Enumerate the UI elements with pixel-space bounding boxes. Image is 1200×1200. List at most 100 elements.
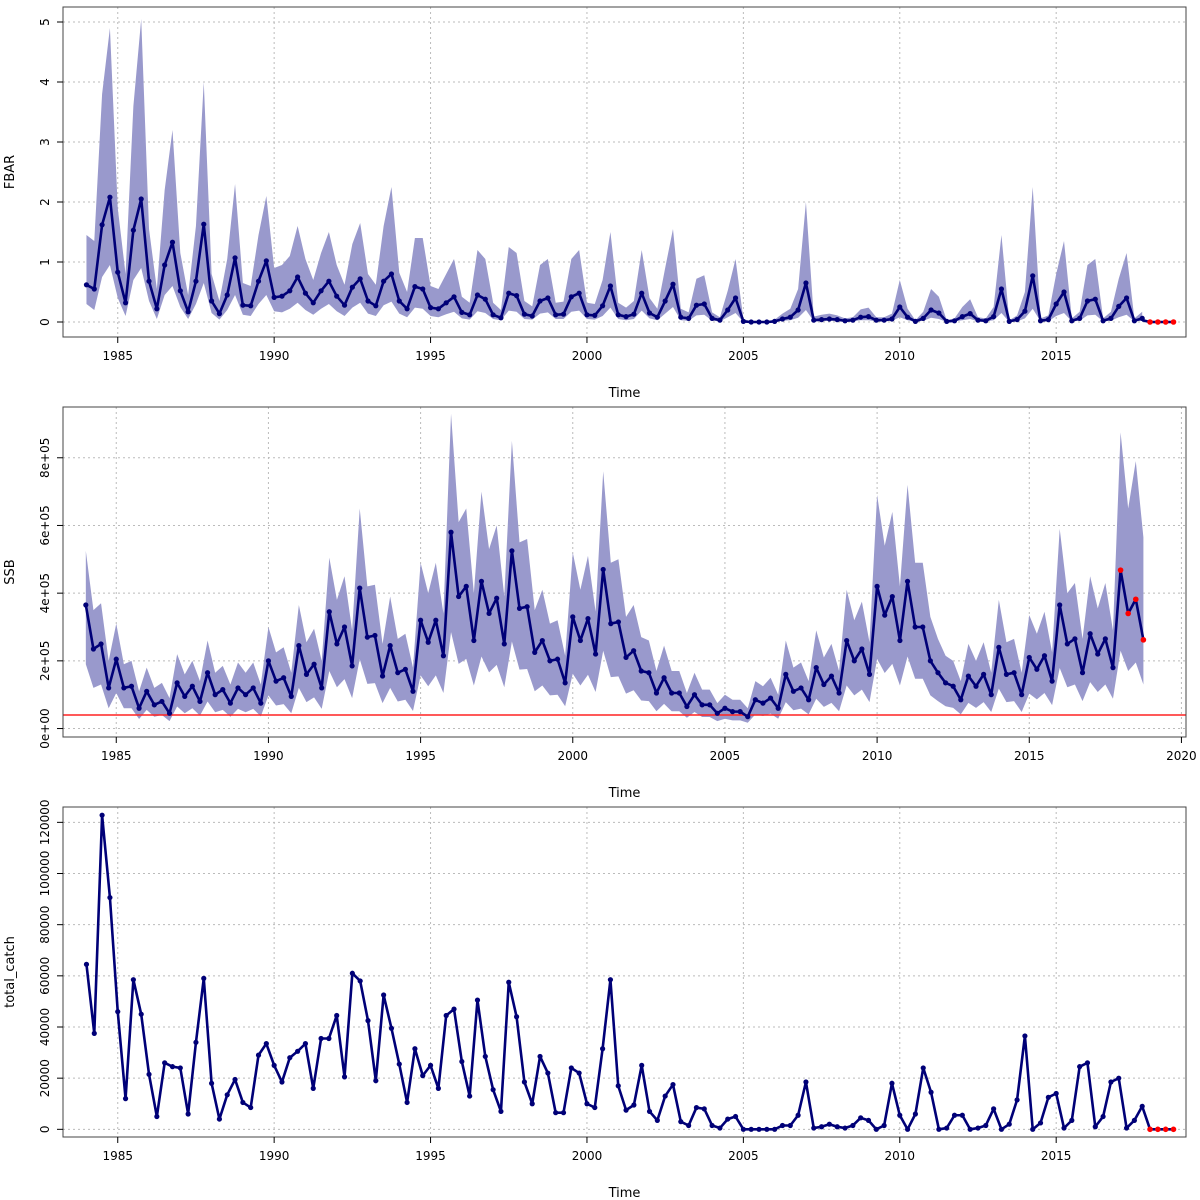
data-point [404,1099,410,1106]
data-point [341,624,348,630]
data-point [1030,1126,1036,1132]
data-point [897,1112,903,1118]
series-line-ssb [84,530,1115,718]
y-axis-label-total-catch: total_catch [3,936,18,1008]
data-point [936,1126,942,1132]
data-point [996,644,1002,650]
data-point [545,295,551,301]
data-point [212,692,218,698]
x-axis-label-fbar: Time [608,386,641,401]
data-point [803,280,809,286]
data-point [850,1122,856,1129]
data-point [240,1099,246,1106]
y-tick-label: 8e+05 [38,438,52,478]
data-point [1006,1121,1012,1127]
data-point [881,317,887,323]
data-point [537,298,543,304]
data-point [568,294,574,300]
data-point [889,316,895,322]
data-point [904,578,911,584]
projection-point [1162,319,1169,325]
data-point [106,685,112,691]
series-line-total-catch [85,813,1144,1131]
data-point [427,1062,434,1068]
x-tick-label: 2000 [572,1149,603,1163]
projection-point [1170,319,1177,325]
data-point [737,709,743,715]
data-point [760,700,766,706]
data-point [193,1039,199,1045]
data-point [279,293,285,299]
data-point [279,1079,285,1085]
data-point [638,668,644,674]
data-point [958,697,964,703]
data-point [144,688,150,694]
grid-total-catch [63,807,1186,1137]
y-tick-label: 100000 [38,851,52,897]
data-point [844,637,850,644]
data-point [1006,318,1012,324]
data-point [662,1093,668,1099]
data-point [162,1060,168,1066]
data-point [319,685,325,691]
data-point [709,315,715,321]
data-point [318,1035,324,1042]
data-point [204,670,211,676]
data-point [1069,1117,1075,1123]
points-ssb [83,529,1116,720]
data-point [185,309,191,315]
y-tick-label: 0 [38,318,52,326]
data-point [568,1065,574,1071]
projection-point [1132,596,1139,603]
data-point [1123,295,1130,301]
x-tick-label: 1985 [101,749,132,763]
data-point [740,1126,746,1132]
data-point [420,286,426,292]
data-point [263,258,269,264]
y-axis-label-ssb: SSB [3,559,18,584]
plot-frame-ssb [62,406,1187,738]
data-point [349,284,355,290]
data-point [615,619,622,625]
data-point [296,643,302,649]
projection-point [1155,319,1161,325]
data-point [729,709,736,715]
data-point [1087,631,1093,637]
data-point [646,1108,653,1115]
data-point [154,1113,160,1120]
data-point [490,312,496,318]
points-fbar [83,194,1145,325]
data-point [615,312,621,318]
data-point [717,317,723,323]
confidence-band-fbar [86,19,1143,322]
data-point [381,992,387,998]
data-point [623,314,629,320]
projection-point [1140,637,1147,643]
data-point [99,812,105,818]
data-point [1116,1075,1122,1081]
data-point [1030,273,1036,279]
data-point [623,1107,629,1113]
projection-points-fbar [1147,319,1177,325]
data-point [859,646,865,652]
data-point [471,637,477,644]
data-point [973,683,979,689]
data-point [935,670,941,676]
data-point [981,671,987,677]
data-point [1014,317,1020,323]
data-point [912,318,919,324]
data-point [310,300,316,306]
x-tick-label: 1990 [259,349,290,363]
data-point [866,671,873,677]
data-point [912,624,918,630]
x-tick-label: 2020 [1166,749,1197,763]
data-point [693,302,700,308]
x-tick-label: 2005 [710,749,741,763]
data-point [107,894,113,901]
data-point [775,705,781,711]
data-point [585,615,591,622]
data-point [798,685,804,691]
data-point [1108,315,1114,321]
data-point [897,637,903,644]
data-point [584,312,590,318]
